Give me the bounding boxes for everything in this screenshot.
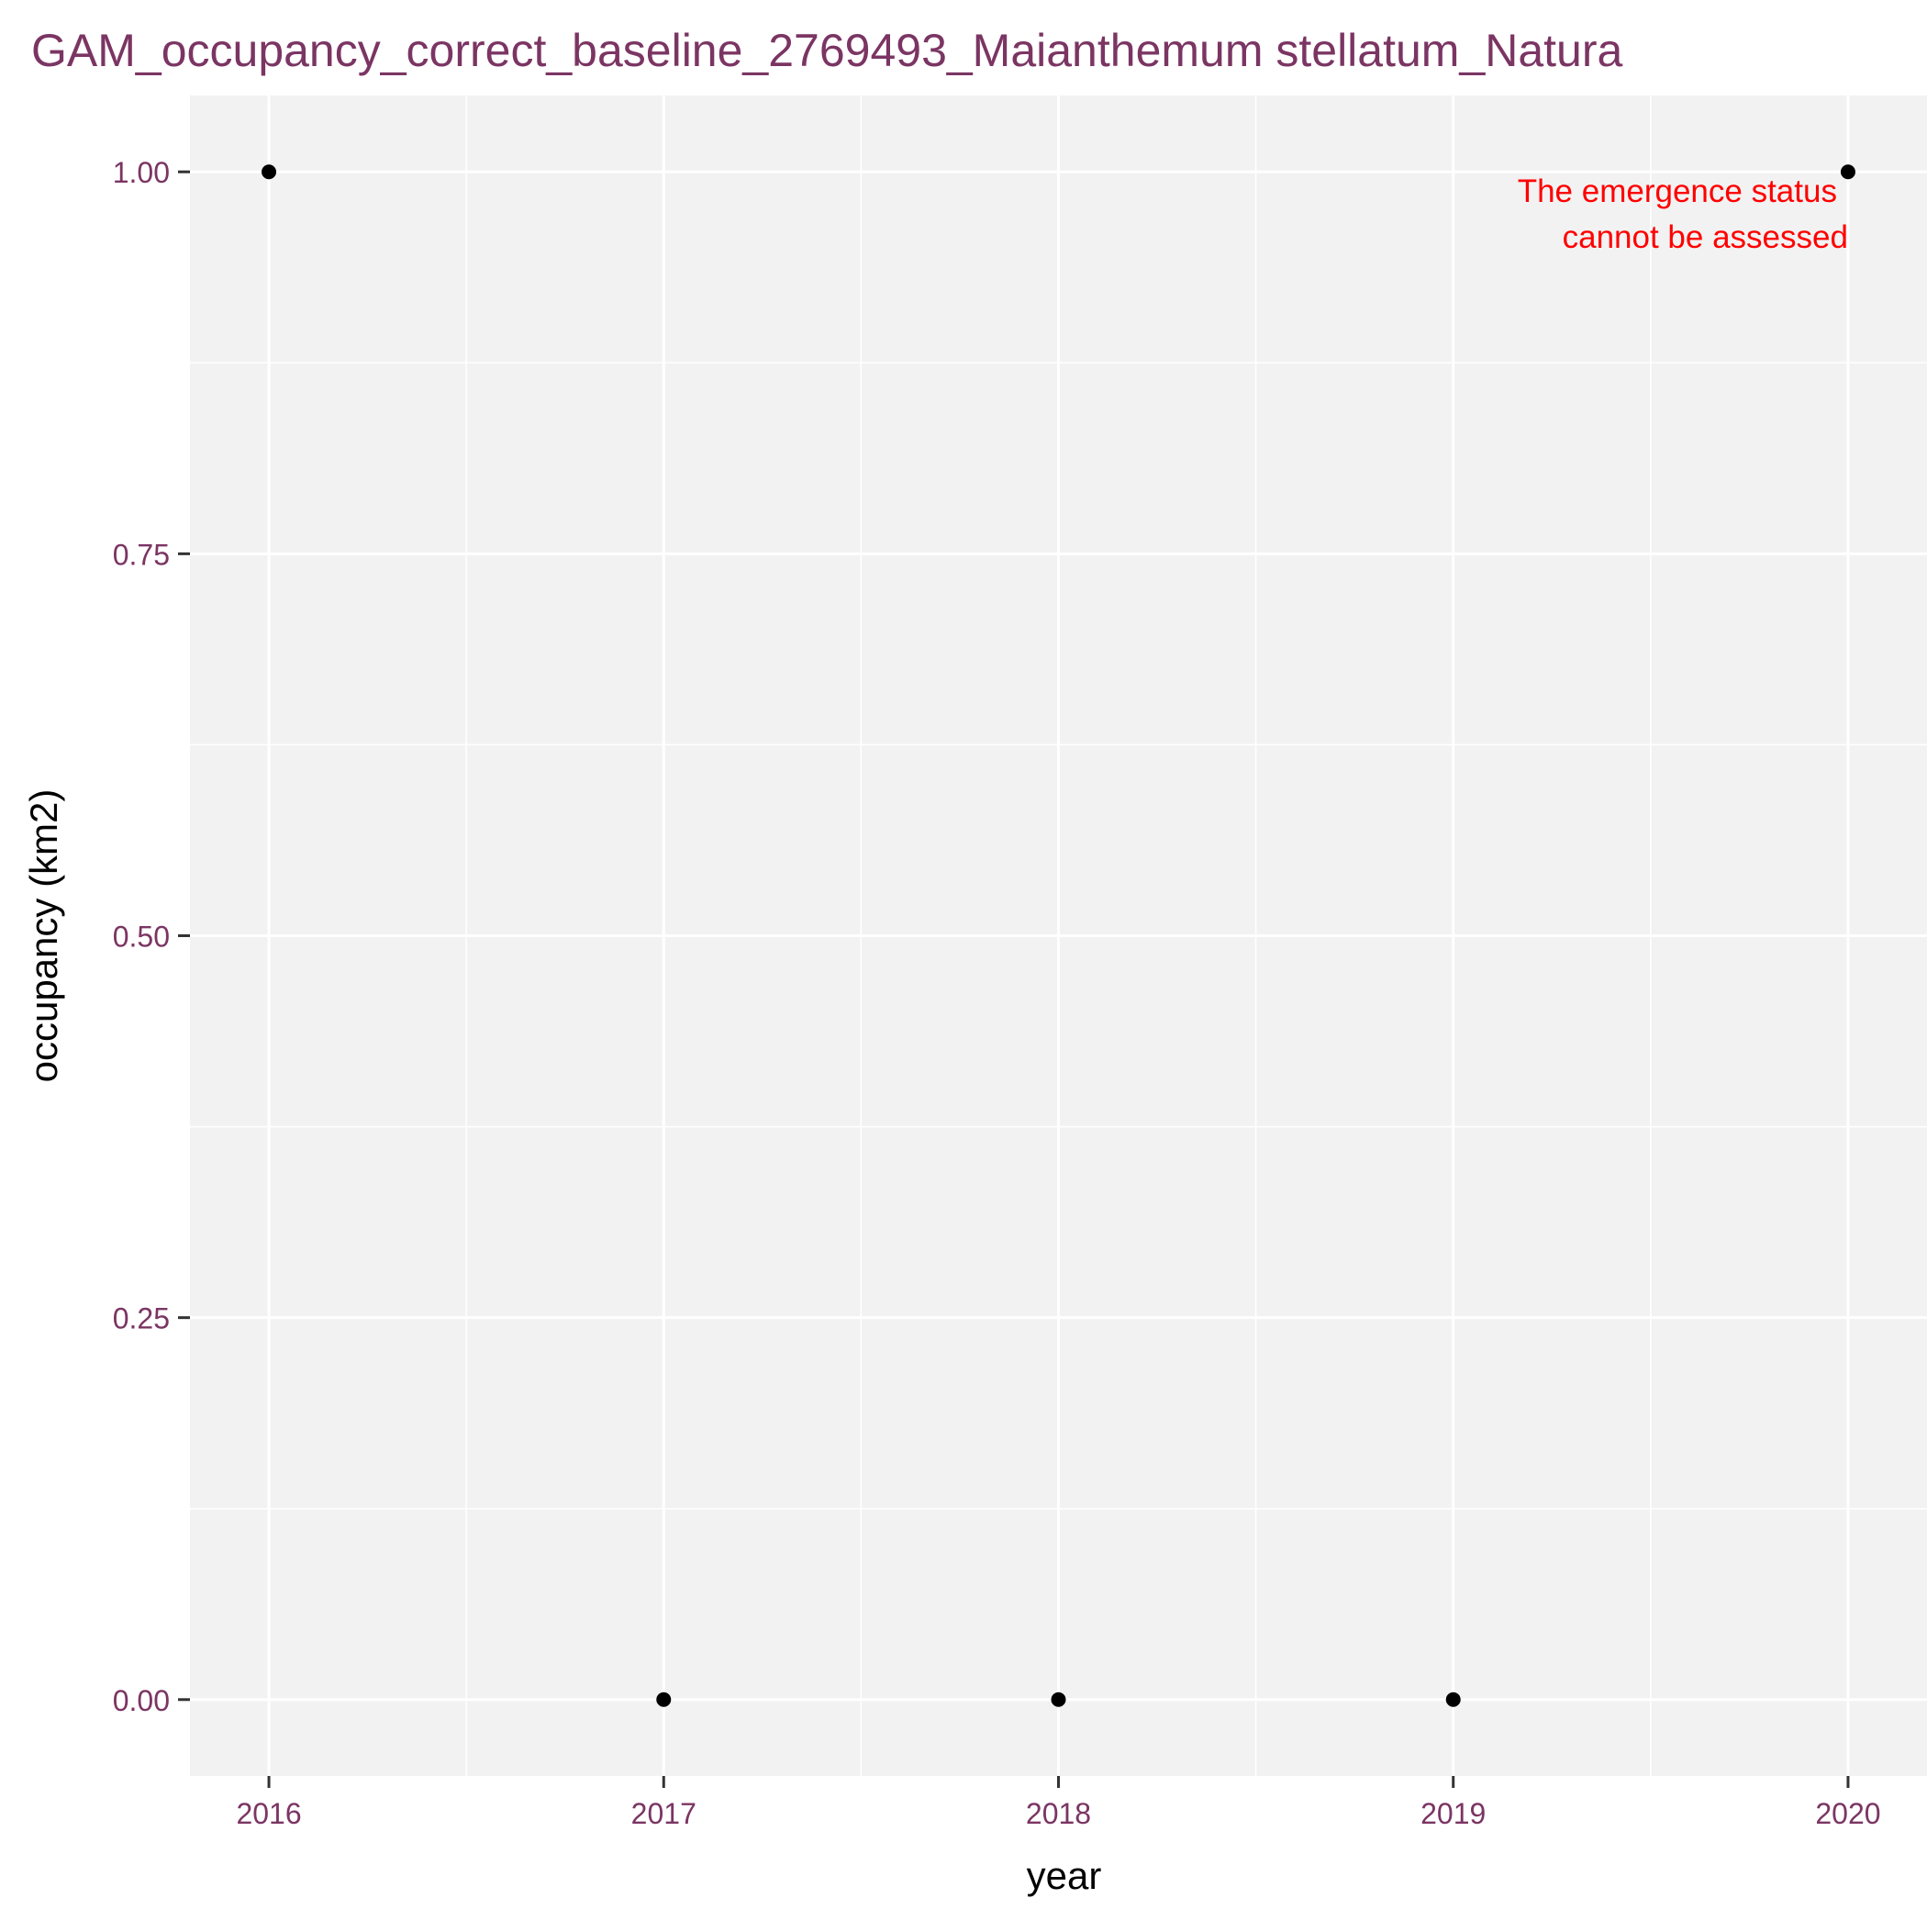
- y-tick-label: 1.00: [113, 156, 170, 189]
- data-point: [262, 164, 277, 180]
- x-axis: 2016 2017 2018 2019 2020: [236, 1776, 1881, 1830]
- y-tick-label: 0.50: [113, 921, 170, 954]
- x-axis-label: year: [1027, 1854, 1102, 1897]
- x-tick-label: 2019: [1420, 1797, 1486, 1830]
- annotation-line-1: The emergence status: [1518, 173, 1837, 209]
- y-tick-label: 0.25: [113, 1302, 170, 1335]
- y-axis: 0.00 0.25 0.50 0.75 1.00: [113, 156, 190, 1717]
- x-tick-label: 2016: [236, 1797, 301, 1830]
- data-point: [656, 1692, 672, 1707]
- data-point: [1445, 1692, 1461, 1707]
- x-tick-label: 2017: [631, 1797, 696, 1830]
- annotation-line-2: cannot be assessed: [1563, 219, 1848, 255]
- chart-title: GAM_occupancy_correct_baseline_2769493_M…: [31, 25, 1623, 76]
- annotation: The emergence status cannot be assessed: [1518, 173, 1848, 255]
- data-points: [262, 164, 1855, 1707]
- y-tick-label: 0.00: [113, 1684, 170, 1717]
- x-tick-label: 2020: [1815, 1797, 1880, 1830]
- x-tick-label: 2018: [1026, 1797, 1091, 1830]
- grid-major: [190, 95, 1927, 1776]
- y-tick-label: 0.75: [113, 538, 170, 571]
- y-axis-label: occupancy (km2): [22, 789, 65, 1083]
- data-point: [1840, 164, 1855, 180]
- data-point: [1051, 1692, 1066, 1707]
